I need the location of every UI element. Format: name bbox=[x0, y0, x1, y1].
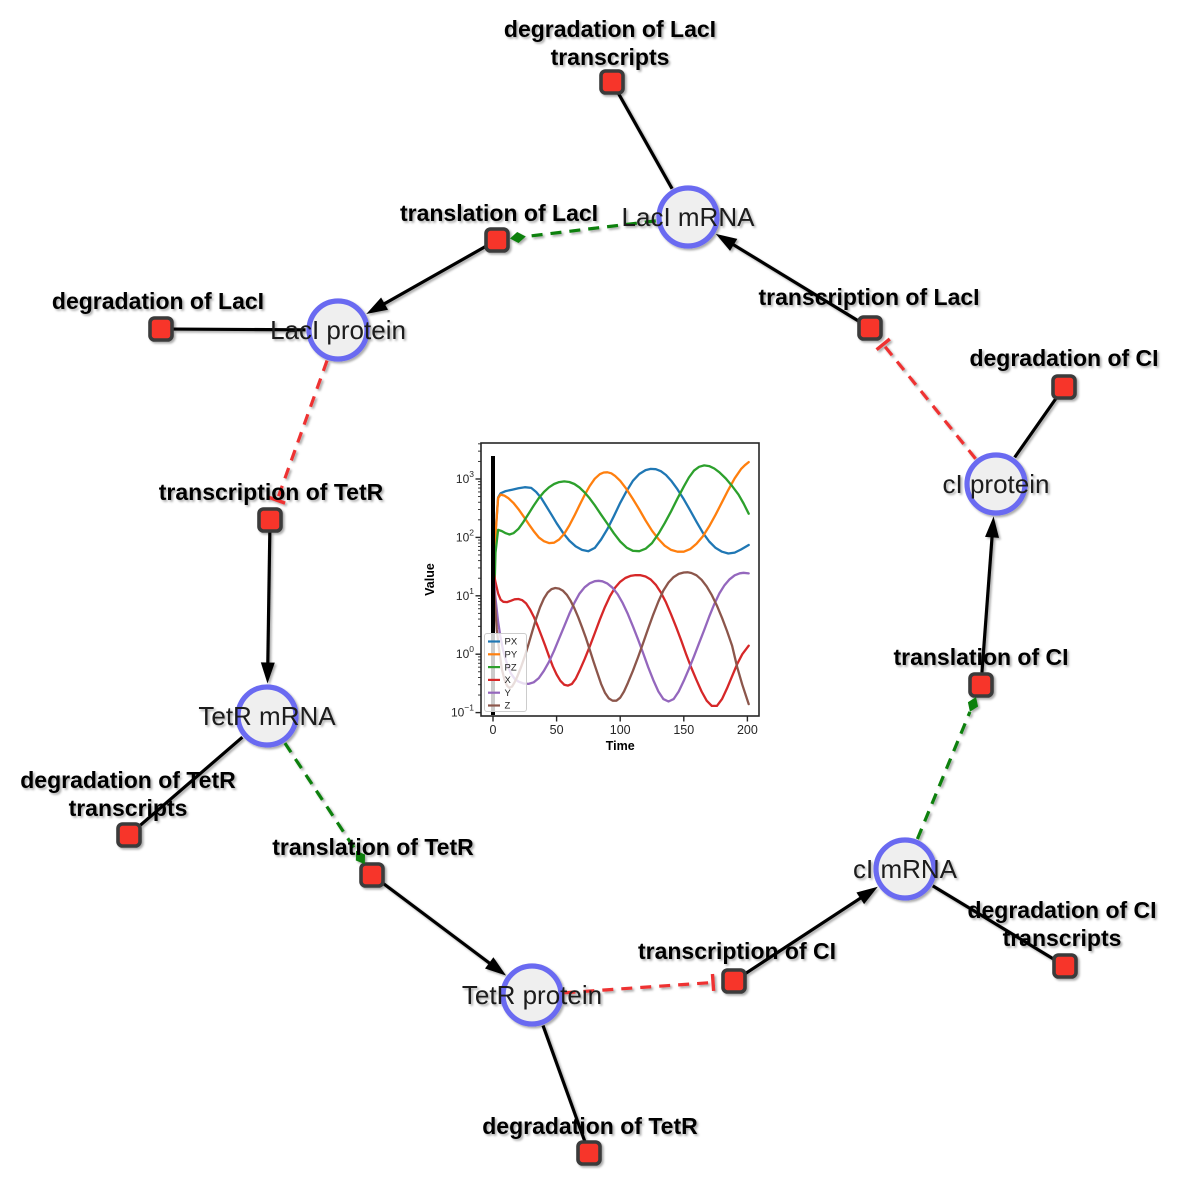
reaction-label-deg_ci_tr: degradation of CI transcripts bbox=[967, 897, 1156, 951]
reaction-node-transl_ci bbox=[968, 672, 994, 698]
edge-transcr_laci-laci_mrna bbox=[731, 242, 861, 323]
reaction-node-deg_tetr_tr bbox=[116, 822, 142, 848]
x-tick-label: 0 bbox=[490, 723, 497, 737]
species-label-laci_protein: LacI protein bbox=[270, 315, 406, 345]
reaction-label-transcr_tetr: transcription of TetR bbox=[159, 479, 384, 505]
edge-heads-group bbox=[260, 232, 999, 992]
inhibition-tbar-icon-edge-tetr_protein-transcr_ci bbox=[710, 973, 716, 992]
species-node-tetr_protein bbox=[500, 963, 564, 1027]
x-tick-label: 50 bbox=[550, 723, 564, 737]
y-tick-label: 10−1 bbox=[451, 703, 474, 720]
series-line-PX bbox=[491, 467, 750, 646]
edge-tetr_mrna-transl_tetr bbox=[283, 742, 358, 852]
reaction-node-deg_ci bbox=[1051, 374, 1077, 400]
arrowhead-icon-edge-transcr_tetr-tetr_mrna bbox=[260, 662, 275, 684]
reaction-label-deg_ci: degradation of CI bbox=[969, 345, 1158, 371]
legend-label-PX: PX bbox=[505, 637, 518, 648]
inhibition-tbar-icon-edge-laci_protein-transcr_tetr bbox=[268, 495, 286, 505]
reaction-node-transl_tetr bbox=[359, 862, 385, 888]
diamond-arrowhead-icon-edge-laci_mrna-transl_laci bbox=[509, 232, 526, 243]
species-label-ci_mrna: cI mRNA bbox=[853, 854, 958, 884]
reaction-node-transl_laci bbox=[484, 227, 510, 253]
y-axis-label: Value bbox=[423, 563, 437, 596]
edge-transl_ci-ci_protein bbox=[980, 535, 994, 673]
edge-laci_mrna-deg_laci_tr bbox=[616, 92, 674, 190]
species-node-laci_mrna bbox=[656, 185, 720, 249]
arrowhead-icon-edge-transl_ci-ci_protein bbox=[985, 516, 999, 538]
diamond-arrowhead-icon-edge-tetr_mrna-transl_tetr bbox=[355, 850, 366, 865]
species-node-tetr_mrna bbox=[235, 684, 299, 748]
reaction-label-deg_laci_tr: degradation of LacI transcripts bbox=[504, 16, 716, 70]
diamond-arrowhead-icon-edge-ci_mrna-transl_ci bbox=[967, 697, 979, 712]
edge-transcr_ci-ci_mrna bbox=[743, 895, 863, 976]
legend-label-X: X bbox=[505, 675, 512, 686]
species-label-ci_protein: cI protein bbox=[943, 469, 1050, 499]
x-tick-label: 200 bbox=[737, 723, 758, 737]
reaction-label-deg_tetr: degradation of TetR bbox=[482, 1113, 698, 1139]
y-tick-label: 100 bbox=[456, 644, 474, 661]
arrowhead-icon-edge-transl_tetr-tetr_protein bbox=[485, 957, 506, 976]
edge-transl_tetr-tetr_protein bbox=[381, 881, 492, 966]
edge-tetr_mrna-deg_tetr_tr bbox=[137, 736, 244, 829]
edge-transl_laci-laci_protein bbox=[382, 244, 487, 307]
species-label-tetr_mrna: TetR mRNA bbox=[198, 701, 336, 731]
arrowhead-icon-edge-transcr_ci-ci_mrna bbox=[856, 886, 878, 905]
species-node-ci_protein bbox=[964, 452, 1028, 516]
y-tick-label: 101 bbox=[456, 586, 474, 603]
reaction-node-transcr_ci bbox=[721, 968, 747, 994]
reaction-node-deg_tetr bbox=[576, 1140, 602, 1166]
series-line-PY bbox=[491, 460, 750, 646]
series-line-PZ bbox=[491, 464, 750, 646]
species-label-laci_mrna: LacI mRNA bbox=[622, 202, 756, 232]
edge-laci_mrna-transl_laci bbox=[525, 219, 656, 239]
legend-label-Y: Y bbox=[505, 688, 512, 699]
reaction-label-transl_laci: translation of LacI bbox=[400, 200, 598, 226]
reaction-node-deg_laci_tr bbox=[599, 69, 625, 95]
species-node-ci_mrna bbox=[873, 837, 937, 901]
x-axis-label: Time bbox=[606, 739, 635, 753]
edge-ci_mrna-deg_ci_tr bbox=[931, 884, 1056, 961]
edge-ci_protein-deg_ci bbox=[1013, 396, 1059, 459]
y-tick-label: 103 bbox=[456, 469, 474, 486]
edge-tetr_protein-transcr_ci bbox=[564, 980, 714, 995]
edge-laci_protein-transcr_tetr bbox=[275, 360, 329, 501]
reaction-node-deg_laci bbox=[148, 316, 174, 342]
reaction-label-transcr_laci: transcription of LacI bbox=[758, 284, 979, 310]
legend-label-PZ: PZ bbox=[505, 662, 517, 673]
plot-axes-group: 0 50 100 150 200 Time 103 102 101 100 10−1 Value bbox=[423, 443, 758, 753]
legend-label-PY: PY bbox=[505, 650, 518, 661]
inhibition-tbar-icon-edge-ci_protein-transcr_laci bbox=[875, 337, 891, 352]
edges-group bbox=[137, 92, 1059, 1142]
edge-transcr_tetr-tetr_mrna bbox=[266, 532, 272, 665]
edge-ci_protein-transcr_laci bbox=[881, 343, 977, 460]
edge-ci_mrna-transl_ci bbox=[915, 711, 972, 840]
reaction-label-deg_laci: degradation of LacI bbox=[52, 288, 264, 314]
reaction-node-transcr_tetr bbox=[257, 507, 283, 533]
nodes-group bbox=[116, 69, 1078, 1166]
x-tick-label: 150 bbox=[673, 723, 694, 737]
edge-tetr_protein-deg_tetr bbox=[541, 1025, 587, 1142]
reaction-node-deg_ci_tr bbox=[1052, 953, 1078, 979]
reaction-label-transl_tetr: translation of TetR bbox=[272, 834, 474, 860]
reaction-node-transcr_laci bbox=[857, 315, 883, 341]
reaction-label-transcr_ci: transcription of CI bbox=[638, 938, 836, 964]
edge-laci_protein-deg_laci bbox=[173, 327, 306, 332]
network-layer: degradation of LacI transcripts translatio… bbox=[20, 16, 1159, 1166]
species-node-laci_protein bbox=[306, 298, 370, 362]
reaction-label-deg_tetr_tr: degradation of TetR transcripts bbox=[20, 767, 236, 821]
series-line-X bbox=[491, 568, 750, 708]
arrowhead-icon-edge-transl_laci-laci_protein bbox=[366, 297, 389, 314]
arrowhead-icon-edge-transcr_laci-laci_mrna bbox=[715, 233, 738, 251]
inset-plot: 0 50 100 150 200Time10310210110010−1ValuePXP… bbox=[423, 442, 760, 753]
x-tick-label: 100 bbox=[610, 723, 631, 737]
y-tick-label: 102 bbox=[456, 527, 474, 544]
legend-label-Z: Z bbox=[505, 701, 511, 712]
reaction-label-transl_ci: translation of CI bbox=[893, 644, 1068, 670]
species-label-tetr_protein: TetR protein bbox=[462, 980, 602, 1010]
labels-group: degradation of LacI transcripts translatio… bbox=[20, 16, 1158, 1139]
